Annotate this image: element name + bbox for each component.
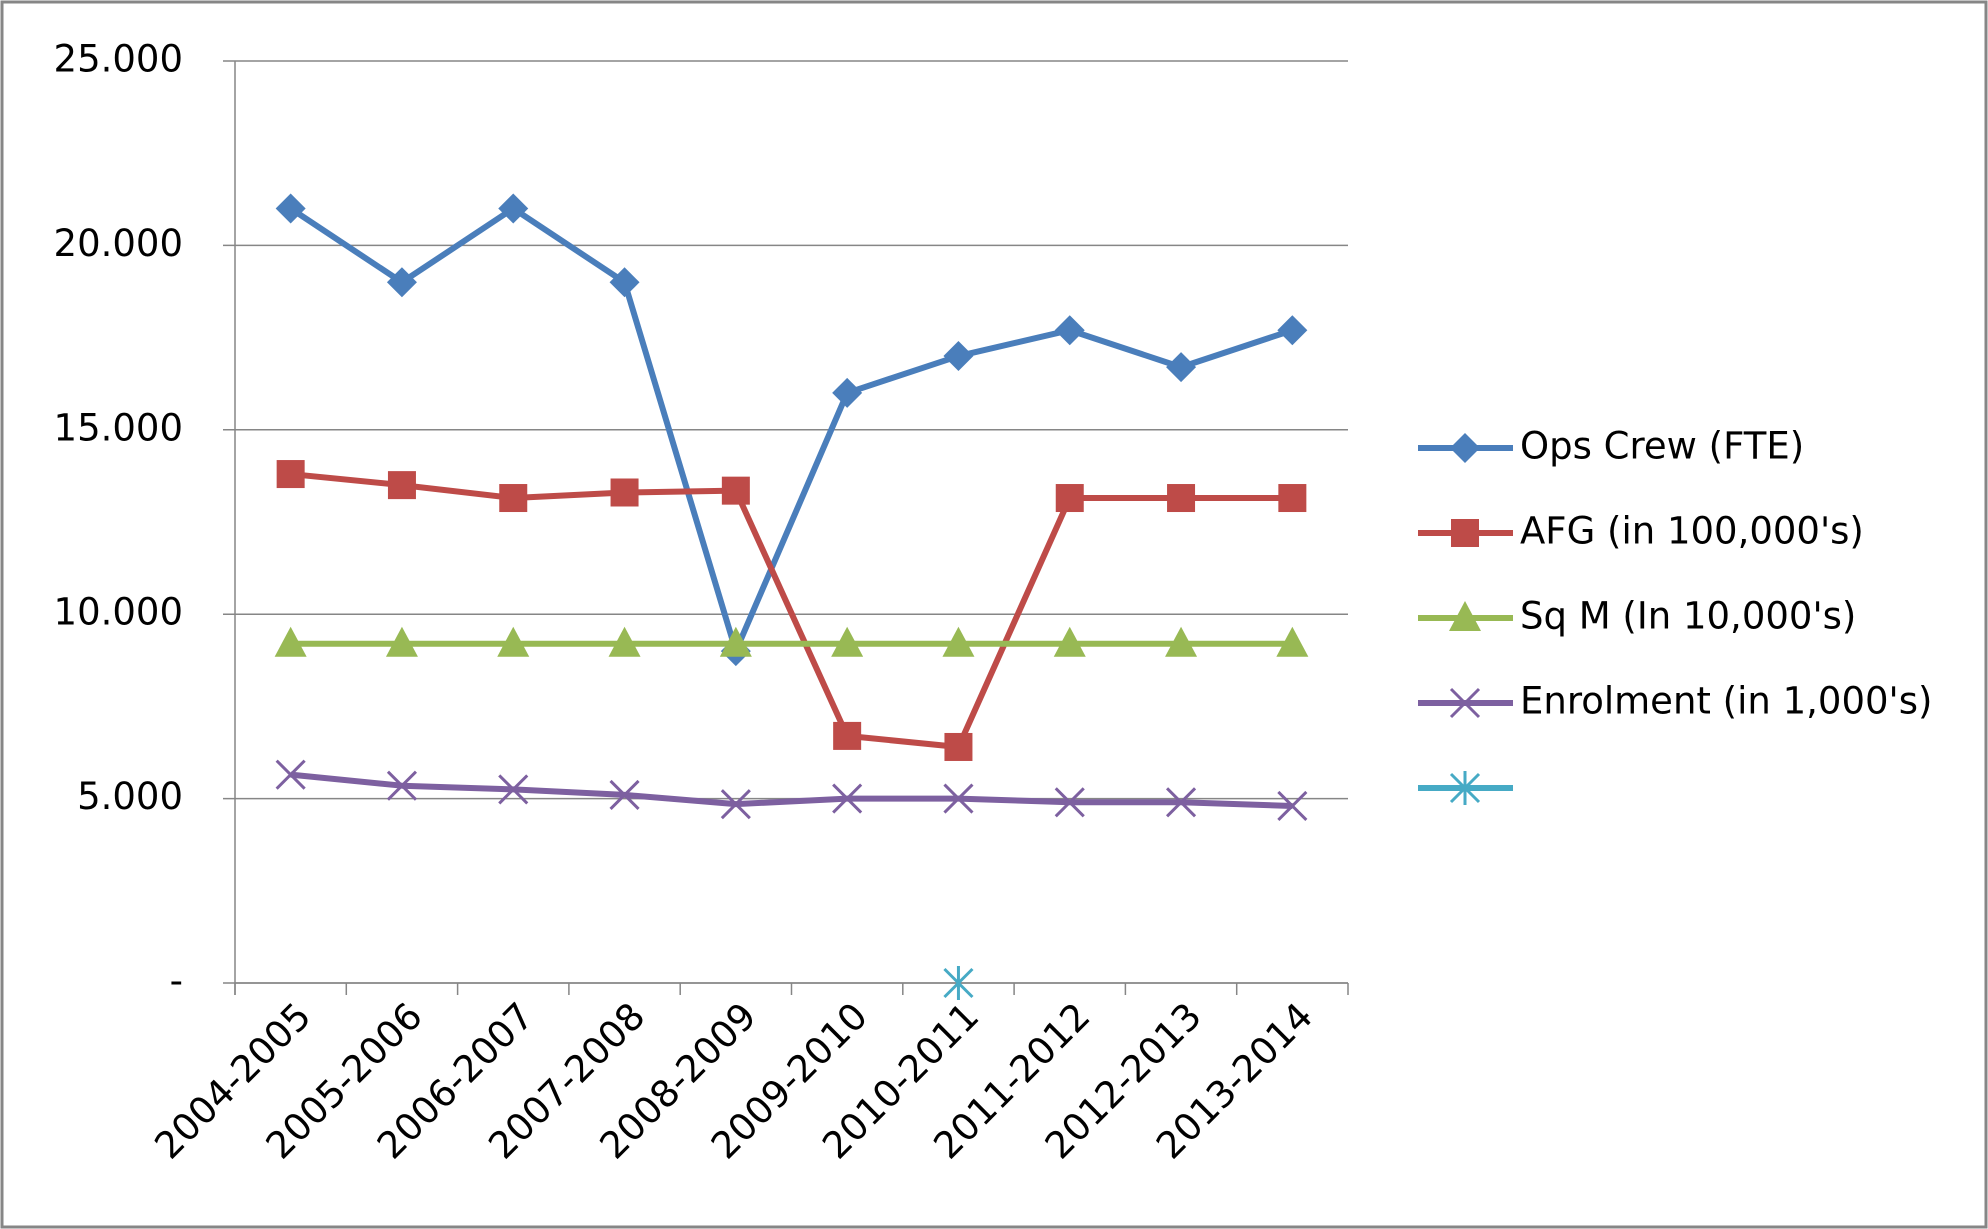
marker (720, 789, 751, 820)
marker (719, 626, 752, 657)
legend-label: Ops Crew (FTE) (1520, 425, 1804, 468)
marker (1054, 315, 1085, 346)
series-line (290, 771, 1293, 809)
marker (1167, 484, 1196, 513)
marker (1054, 787, 1085, 818)
legend-item: Enrolment (in 1,000's) (1418, 680, 1932, 723)
marker (1449, 601, 1481, 631)
marker (1055, 484, 1084, 513)
marker (944, 732, 973, 761)
legend-item (1418, 771, 1513, 805)
marker (608, 626, 641, 657)
marker (1277, 315, 1308, 346)
marker (610, 478, 639, 507)
marker (385, 626, 418, 657)
marker (1053, 626, 1086, 657)
marker (832, 783, 863, 814)
y-tick-label: 10.000 (54, 591, 183, 634)
marker (943, 783, 974, 814)
series-line (290, 471, 1293, 750)
marker (1277, 790, 1308, 822)
marker (386, 267, 417, 298)
y-tick-label: - (170, 960, 183, 1003)
marker (1451, 519, 1479, 547)
legend-item: Ops Crew (FTE) (1418, 425, 1804, 468)
marker (943, 966, 974, 1000)
legend-label: Enrolment (in 1,000's) (1520, 680, 1932, 723)
marker (1276, 626, 1309, 657)
legend-item: AFG (in 100,000's) (1418, 510, 1864, 553)
marker (498, 774, 529, 805)
marker (832, 377, 863, 408)
marker (943, 341, 974, 372)
marker (1166, 352, 1197, 383)
series-line (288, 205, 1294, 655)
y-tick-label: 5.000 (77, 775, 183, 818)
marker (1449, 771, 1481, 805)
marker (497, 626, 530, 657)
marker (387, 471, 416, 500)
marker (833, 721, 862, 750)
marker (498, 193, 529, 224)
y-tick-label: 25.000 (54, 38, 183, 81)
marker (1450, 433, 1480, 463)
marker (499, 484, 528, 513)
marker (275, 193, 306, 224)
marker (1449, 687, 1481, 719)
y-tick-label: 20.000 (54, 222, 183, 265)
marker (1278, 484, 1307, 513)
marker (1165, 626, 1198, 657)
marker (274, 626, 307, 657)
y-tick-label: 15.000 (54, 406, 183, 449)
marker (1165, 787, 1197, 818)
marker (609, 779, 640, 810)
marker (942, 626, 975, 657)
marker (831, 626, 864, 657)
legend-label: Sq M (In 10,000's) (1520, 595, 1856, 638)
legend-item: Sq M (In 10,000's) (1418, 595, 1856, 638)
marker (276, 460, 305, 489)
marker (386, 770, 418, 801)
marker (721, 476, 750, 505)
marker (275, 759, 306, 790)
legend-label: AFG (in 100,000's) (1520, 510, 1864, 553)
marker (609, 267, 640, 298)
